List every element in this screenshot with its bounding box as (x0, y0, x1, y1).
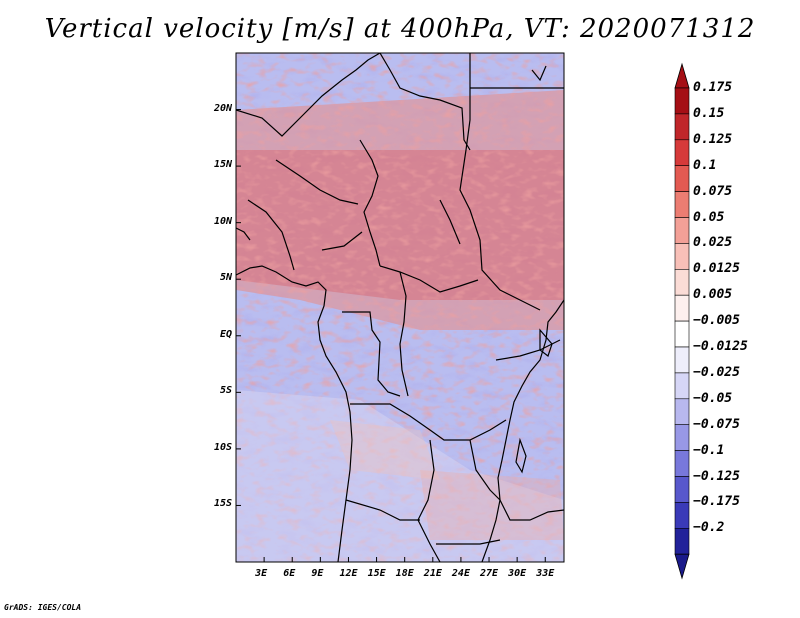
grads-credit: GrADS: IGES/COLA (4, 603, 82, 612)
x-tick-label: 18E (395, 568, 414, 579)
vertical-velocity-field (236, 53, 564, 562)
colorbar-label: −0.075 (693, 416, 740, 432)
colorbar-label: 0.075 (693, 183, 733, 199)
x-tick-label: 9E (311, 568, 324, 579)
colorbar-swatch (674, 217, 690, 244)
colorbar-swatch (674, 372, 690, 400)
colorbar-swatch (674, 398, 690, 425)
colorbar-swatch (674, 294, 690, 322)
colorbar-swatch (674, 165, 690, 192)
y-tick-label: 5S (219, 385, 232, 397)
x-tick-label: 24E (451, 568, 470, 579)
colorbar-swatch (674, 450, 690, 477)
colorbar-swatch (674, 87, 690, 115)
y-tick-label: EQ (219, 328, 232, 340)
y-tick-label: 15N (213, 159, 232, 171)
colorbar-label: −0.0125 (693, 339, 748, 354)
x-tick-label: 21E (423, 568, 442, 579)
colorbar-label: 0.05 (693, 209, 725, 225)
colorbar-label: 0.125 (693, 131, 733, 147)
chart-title: Vertical velocity [m/s] at 400hPa, VT: 2… (44, 14, 756, 44)
x-tick-label: 33E (536, 568, 555, 579)
colorbar-label: 0.005 (693, 287, 733, 303)
colorbar-label: −0.005 (693, 313, 740, 329)
colorbar-label: 0.025 (693, 235, 733, 251)
colorbar-swatch (674, 139, 690, 167)
colorbar (674, 62, 690, 580)
colorbar-swatch (674, 527, 690, 555)
colorbar-label: 0.175 (693, 80, 733, 95)
x-tick-label: 30E (508, 568, 527, 579)
colorbar-swatch (674, 113, 690, 141)
x-tick-label: 3E (255, 568, 268, 579)
y-tick-label: 15S (213, 498, 232, 510)
x-tick-label: 6E (283, 568, 296, 579)
colorbar-label: −0.1 (693, 442, 725, 458)
colorbar-swatch (674, 191, 690, 218)
colorbar-swatch (674, 346, 690, 374)
axis-ticks (236, 109, 546, 562)
x-tick-label: 12E (339, 568, 358, 579)
colorbar-top-arrow (674, 62, 690, 89)
colorbar-label: −0.05 (693, 390, 733, 406)
colorbar-swatch (674, 243, 690, 270)
colorbar-swatch (674, 502, 690, 529)
y-tick-label: 20N (213, 102, 232, 114)
colorbar-label: 0.15 (693, 105, 725, 121)
colorbar-label: −0.125 (693, 468, 740, 484)
colorbar-swatch (674, 476, 690, 503)
colorbar-bottom-arrow (674, 553, 690, 580)
colorbar-swatch (674, 424, 690, 451)
coastlines-borders (236, 53, 564, 562)
x-tick-label: 27E (480, 568, 499, 579)
colorbar-label: −0.2 (693, 520, 725, 536)
plot-frame (235, 52, 565, 563)
y-tick-label: 5N (219, 272, 232, 284)
colorbar-swatch (674, 268, 690, 296)
x-tick-label: 15E (367, 568, 386, 579)
y-tick-label: 10S (213, 441, 232, 453)
colorbar-label: −0.175 (693, 494, 740, 510)
colorbar-label: 0.0125 (693, 261, 740, 277)
colorbar-label: 0.1 (693, 157, 717, 173)
y-tick-label: 10N (213, 215, 232, 227)
colorbar-label: −0.025 (693, 364, 740, 380)
colorbar-swatch (674, 320, 690, 348)
